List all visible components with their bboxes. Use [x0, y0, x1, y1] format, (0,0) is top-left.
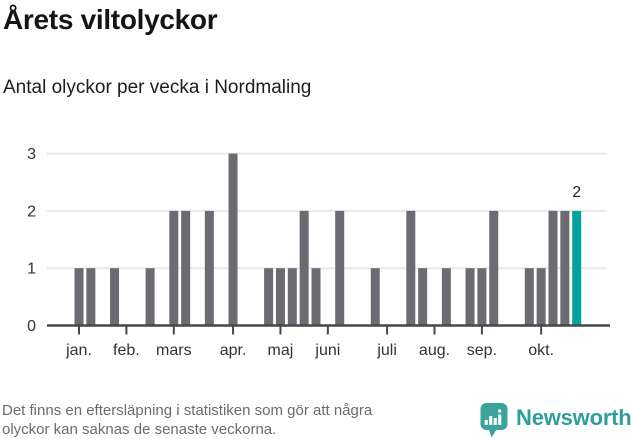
bar [145, 268, 155, 326]
brand-name: Newsworthy [516, 405, 631, 430]
bar [465, 268, 475, 326]
footer-note-line1: Det finns en eftersläpning i statistiken… [2, 402, 373, 419]
bar [489, 210, 499, 326]
bar [524, 268, 534, 326]
footer-note: Det finns en eftersläpning i statistiken… [2, 401, 372, 439]
bar-chart-svg: 0 1 2 3 jan. feb. mars apr. maj juni juli aug. sep. o… [27, 146, 610, 359]
bar [335, 210, 345, 326]
bar [560, 210, 570, 326]
bar [169, 210, 179, 326]
bar [110, 268, 120, 326]
bar [204, 210, 214, 326]
bar [74, 268, 84, 326]
highlight-bar [572, 210, 582, 326]
y-axis-tick-label: 0 [27, 318, 36, 335]
y-axis-tick-label: 2 [27, 203, 36, 220]
bar [264, 268, 274, 326]
bar [299, 210, 309, 326]
bar [181, 210, 191, 326]
newsworthy-logo-icon [480, 403, 508, 438]
x-axis-month-label: jan. [65, 342, 92, 359]
newsworthy-brand: Newsworthy [479, 402, 631, 439]
bar-chart: 0 1 2 3 jan. feb. mars apr. maj juni juli aug. sep. o… [0, 140, 631, 370]
x-axis-month-label: feb. [113, 342, 140, 359]
bar [86, 268, 96, 326]
bar [418, 268, 428, 326]
footer-note-line2: olyckor kan saknas de senaste veckorna. [2, 421, 277, 438]
bar [287, 268, 297, 326]
highlight-value-label: 2 [572, 184, 581, 201]
bar [406, 210, 416, 326]
bar [477, 268, 487, 326]
y-axis-tick-label: 1 [27, 261, 36, 278]
bar [370, 268, 380, 326]
bar [228, 153, 238, 326]
x-axis-month-label: juni [314, 342, 340, 359]
x-axis-month-label: apr. [220, 342, 247, 359]
bar [275, 268, 285, 326]
x-axis-month-label: sep. [467, 342, 497, 359]
bar [548, 210, 558, 326]
x-axis-month-label: mars [156, 342, 192, 359]
bar [441, 268, 451, 326]
x-axis-month-label: maj [268, 342, 294, 359]
bar [311, 268, 321, 326]
x-axis-month-label: aug. [419, 342, 450, 359]
y-axis-tick-label: 3 [27, 146, 36, 163]
page-title: Årets viltolyckor [3, 4, 218, 35]
x-axis-month-label: juli [376, 342, 397, 359]
chart-subtitle: Antal olyckor per vecka i Nordmaling [3, 77, 312, 98]
x-axis-month-label: okt. [528, 342, 554, 359]
bar [536, 268, 546, 326]
